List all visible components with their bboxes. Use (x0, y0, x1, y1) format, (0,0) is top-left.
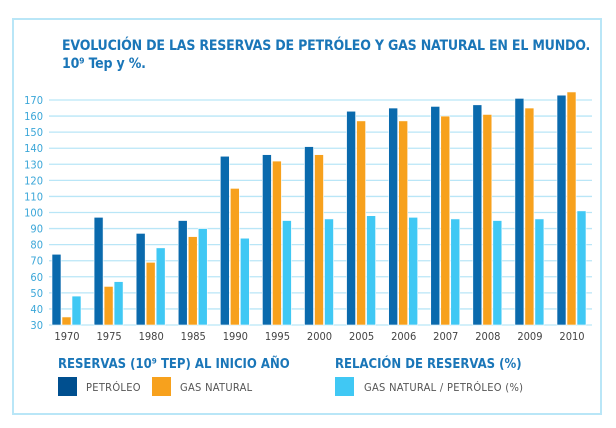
bar-gas-natural-petr-leo--2007 (450, 218, 461, 326)
bar-petr-leo-2008 (472, 104, 483, 326)
chart-subtitle: 10⁹ Tep y %. (62, 56, 146, 72)
legend-swatch-gas-natural (152, 377, 171, 396)
y-tick-label: 150 (24, 126, 43, 139)
bar-gas-natural-petr-leo--2009 (534, 218, 545, 326)
y-tick-label: 140 (24, 142, 43, 155)
bar-gas-natural-1980 (145, 262, 156, 326)
bar-gas-natural-1990 (230, 188, 240, 326)
bar-petr-leo-2010 (556, 94, 567, 326)
x-tick-label: 1995 (265, 330, 290, 343)
legend-swatch-ratio (335, 377, 354, 396)
y-tick-label: 80 (30, 239, 43, 252)
x-tick-label: 1980 (139, 330, 164, 343)
bar-gas-natural-2008 (482, 114, 493, 326)
x-tick-label: 2008 (475, 330, 500, 343)
x-tick-label: 2000 (307, 330, 332, 343)
bar-gas-natural-2000 (314, 154, 324, 326)
bar-gas-natural-2005 (356, 120, 366, 326)
y-tick-label: 70 (30, 255, 43, 268)
bar-gas-natural-petr-leo--2006 (408, 217, 418, 326)
bar-petr-leo-1980 (135, 233, 146, 326)
y-tick-label: 160 (24, 110, 43, 123)
bar-gas-natural-petr-leo--1970 (71, 295, 82, 326)
x-tick-label: 1990 (223, 330, 248, 343)
y-tick-label: 40 (30, 303, 43, 316)
bar-petr-leo-1990 (220, 155, 230, 326)
y-tick-label: 50 (30, 287, 43, 300)
legend-group-reservas: RESERVAS (10⁹ TEP) AL INICIO AÑO (58, 357, 290, 372)
bar-gas-natural-2010 (566, 91, 577, 326)
bar-petr-leo-1985 (177, 220, 188, 326)
x-tick-label: 2007 (433, 330, 458, 343)
bar-gas-natural-petr-leo--1985 (197, 228, 208, 326)
bar-petr-leo-2000 (304, 146, 314, 326)
chart-frame (12, 18, 602, 415)
bar-gas-natural-2009 (524, 107, 535, 326)
x-tick-label: 1970 (54, 330, 79, 343)
bar-gas-natural-petr-leo--2008 (492, 220, 503, 326)
x-tick-label: 2009 (517, 330, 542, 343)
x-tick-label: 2006 (391, 330, 416, 343)
bar-gas-natural-petr-leo--1975 (113, 281, 124, 326)
legend-label-petroleo: PETRÓLEO (86, 381, 141, 394)
bar-gas-natural-petr-leo--1995 (282, 220, 292, 326)
y-tick-label: 130 (24, 158, 43, 171)
bar-gas-natural-petr-leo--2000 (324, 218, 334, 326)
legend-group-relacion: RELACIÓN DE RESERVAS (%) (335, 357, 522, 372)
bar-gas-natural-1970 (61, 316, 72, 326)
bar-gas-natural-1995 (272, 160, 282, 326)
x-tick-label: 1985 (181, 330, 206, 343)
x-tick-label: 2010 (559, 330, 584, 343)
bar-petr-leo-2007 (430, 106, 441, 326)
bar-gas-natural-2006 (398, 120, 408, 326)
y-tick-label: 100 (24, 207, 43, 220)
bar-gas-natural-petr-leo--2005 (366, 215, 376, 326)
legend-label-ratio: GAS NATURAL / PETRÓLEO (%) (364, 381, 524, 394)
y-tick-label: 60 (30, 271, 43, 284)
bar-petr-leo-1975 (93, 217, 104, 326)
bar-petr-leo-2005 (346, 110, 356, 326)
bar-gas-natural-petr-leo--1990 (240, 237, 250, 326)
x-tick-label: 1975 (96, 330, 121, 343)
bar-petr-leo-1995 (262, 154, 272, 326)
y-tick-label: 30 (30, 319, 43, 332)
bar-petr-leo-2006 (388, 107, 398, 326)
y-tick-label: 110 (24, 190, 43, 203)
legend-label-gas-natural: GAS NATURAL (180, 381, 253, 394)
bar-gas-natural-petr-leo--1980 (155, 247, 166, 326)
y-tick-label: 90 (30, 223, 43, 236)
legend-swatch-petroleo (58, 377, 77, 396)
y-tick-label: 170 (24, 94, 43, 107)
chart-title: EVOLUCIÓN DE LAS RESERVAS DE PETRÓLEO Y … (62, 38, 591, 54)
y-tick-label: 120 (24, 174, 43, 187)
bar-gas-natural-2007 (440, 115, 451, 326)
x-tick-label: 2005 (349, 330, 374, 343)
bar-petr-leo-2009 (514, 98, 525, 326)
bar-gas-natural-1975 (103, 286, 114, 326)
bar-gas-natural-1985 (187, 236, 198, 326)
bar-gas-natural-petr-leo--2010 (576, 210, 587, 326)
bar-petr-leo-1970 (51, 253, 62, 326)
